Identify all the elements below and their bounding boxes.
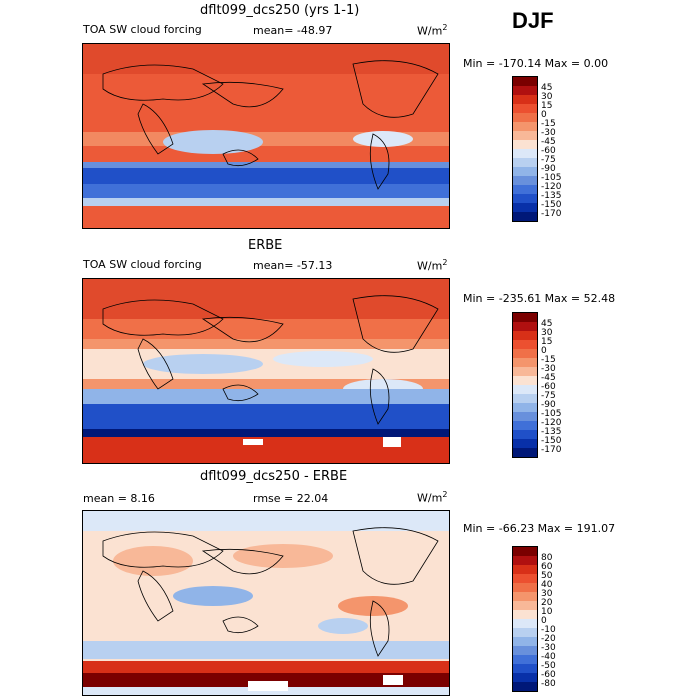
- cb2-tick: 15: [541, 337, 553, 347]
- season-label: DJF: [512, 8, 554, 33]
- cb3-tick: -50: [541, 661, 556, 671]
- cb3-tick: 10: [541, 607, 553, 617]
- panel1-title: dflt099_dcs250 (yrs 1-1): [200, 3, 360, 18]
- panel3-units: W/m2: [417, 490, 448, 505]
- cb2-tick: -60: [541, 382, 556, 392]
- cb1-tick: -150: [541, 200, 562, 210]
- panel2-mean: mean= -57.13: [253, 259, 333, 272]
- panel2-map: [82, 278, 450, 464]
- cb1-tick: 15: [541, 101, 553, 111]
- cb2-tick: -15: [541, 355, 556, 365]
- cb3-tick: -30: [541, 643, 556, 653]
- cb3-tick: -40: [541, 652, 556, 662]
- cb2-tick: 0: [541, 346, 547, 356]
- cb2-tick: -135: [541, 427, 562, 437]
- panel3-map: [82, 510, 450, 696]
- cb3-tick: 0: [541, 616, 547, 626]
- panel1-colorbar: [512, 76, 538, 222]
- cb3-tick: 20: [541, 598, 553, 608]
- panel1-minmax: Min = -170.14 Max = 0.00: [463, 57, 609, 70]
- cb3-tick: 80: [541, 553, 553, 563]
- panel1-variable: TOA SW cloud forcing: [83, 23, 202, 36]
- cb1-tick: -120: [541, 182, 562, 192]
- cb3-tick: -10: [541, 625, 556, 635]
- cb2-tick: -90: [541, 400, 556, 410]
- cb1-tick: -170: [541, 209, 562, 219]
- panel2-colorbar: [512, 312, 538, 458]
- cb3-tick: 30: [541, 589, 553, 599]
- panel3-minmax: Min = -66.23 Max = 191.07: [463, 522, 616, 535]
- cb3-tick: -20: [541, 634, 556, 644]
- cb1-tick: -60: [541, 146, 556, 156]
- panel1-map: [82, 43, 450, 229]
- cb2-tick: -120: [541, 418, 562, 428]
- panel1-mean: mean= -48.97: [253, 24, 333, 37]
- panel3-rmse: rmse = 22.04: [253, 492, 329, 505]
- cb1-tick: -90: [541, 164, 556, 174]
- panel1-units: W/m2: [417, 23, 448, 38]
- cb3-tick: -60: [541, 670, 556, 680]
- panel3-mean: mean = 8.16: [83, 492, 155, 505]
- cb2-tick: 45: [541, 319, 553, 329]
- cb1-tick: 45: [541, 83, 553, 93]
- cb2-tick: -75: [541, 391, 556, 401]
- cb2-tick: -45: [541, 373, 556, 383]
- cb2-tick: -170: [541, 445, 562, 455]
- cb1-tick: -75: [541, 155, 556, 165]
- cb3-tick: -80: [541, 679, 556, 689]
- cb2-tick: -105: [541, 409, 562, 419]
- cb1-tick: 0: [541, 110, 547, 120]
- cb3-tick: 50: [541, 571, 553, 581]
- cb1-tick: -105: [541, 173, 562, 183]
- cb3-tick: 40: [541, 580, 553, 590]
- cb1-tick: 30: [541, 92, 553, 102]
- cb1-tick: -135: [541, 191, 562, 201]
- panel3-title: dflt099_dcs250 - ERBE: [200, 469, 348, 484]
- panel3-colorbar: [512, 546, 538, 692]
- panel2-title: ERBE: [248, 238, 283, 253]
- panel2-units: W/m2: [417, 258, 448, 273]
- cb1-tick: -45: [541, 137, 556, 147]
- cb1-tick: -15: [541, 119, 556, 129]
- panel2-variable: TOA SW cloud forcing: [83, 258, 202, 271]
- cb3-tick: 60: [541, 562, 553, 572]
- panel2-minmax: Min = -235.61 Max = 52.48: [463, 292, 616, 305]
- cb2-tick: -30: [541, 364, 556, 374]
- cb1-tick: -30: [541, 128, 556, 138]
- cb2-tick: 30: [541, 328, 553, 338]
- cb2-tick: -150: [541, 436, 562, 446]
